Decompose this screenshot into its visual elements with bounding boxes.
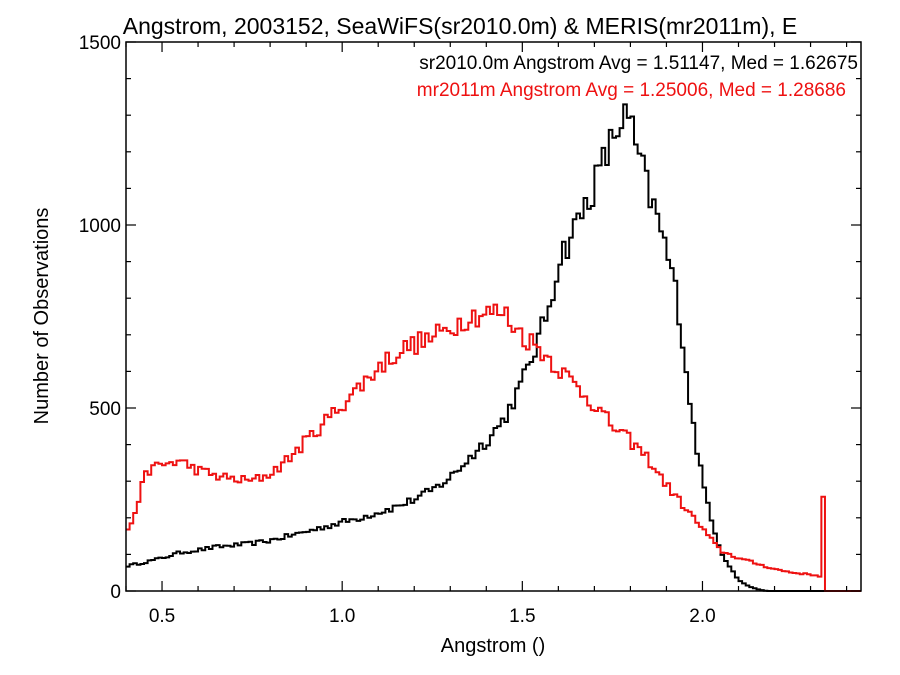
- annotation-black: sr2010.0m Angstrom Avg = 1.51147, Med = …: [419, 53, 858, 74]
- annotation-red: mr2011m Angstrom Avg = 1.25006, Med = 1.…: [417, 80, 846, 101]
- y-axis-label: Number of Observations: [31, 208, 53, 425]
- y-tick-label: 1000: [79, 216, 121, 237]
- x-tick-label: 1.5: [509, 606, 535, 627]
- x-tick-label: 2.0: [689, 606, 715, 627]
- x-tick-label: 1.0: [329, 606, 355, 627]
- x-axis-label: Angstrom (): [441, 635, 545, 657]
- y-tick-label: 500: [89, 399, 121, 420]
- y-tick-label: 0: [110, 582, 121, 603]
- series-line-black: [126, 103, 861, 592]
- y-tick-label: 1500: [79, 33, 121, 54]
- x-tick-label: 0.5: [149, 606, 175, 627]
- axis-layer: 0.5 1.0 1.5 2.0 0 500 1000 1500: [79, 33, 861, 627]
- chart-title: Angstrom, 2003152, SeaWiFS(sr2010.0m) & …: [123, 13, 797, 39]
- plot-frame: [125, 41, 862, 592]
- series-layer: [126, 103, 861, 592]
- series-line-red: [126, 303, 861, 592]
